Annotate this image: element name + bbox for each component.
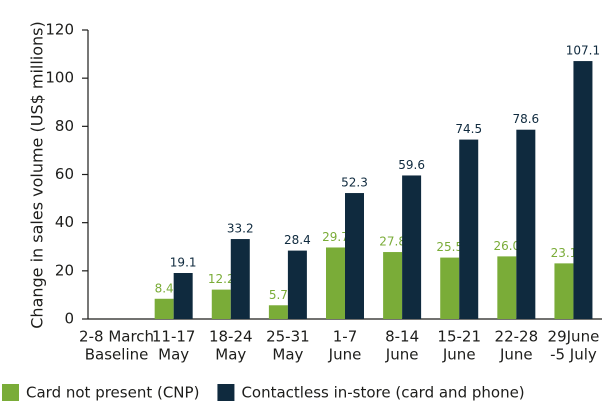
y-tick-label: 20 [55,261,74,279]
value-label: 107.1 [566,44,600,58]
y-tick-label: 80 [55,117,74,135]
bar [497,256,517,319]
y-tick-label: 40 [55,213,74,231]
bar [459,139,479,319]
value-label: 25.5 [436,240,463,254]
x-tick-label: 8-14 [385,328,419,346]
x-tick-label: May [272,346,303,364]
y-axis-label: Change in sales volume (US$ millions) [28,21,47,328]
y-tick-label: 120 [45,21,74,39]
legend-label: Card not present (CNP) [26,384,199,402]
x-tick-label: May [158,346,189,364]
bar [268,305,288,319]
x-tick-label: Baseline [85,346,149,364]
value-label: 5.7 [269,288,288,302]
legend-swatch [217,384,235,401]
bar [211,289,231,319]
bar [173,273,193,319]
y-tick-label: 60 [55,165,74,183]
x-tick-label: June [499,346,533,364]
x-tick-label: 22-28 [495,328,539,346]
bar [230,239,250,319]
bar [345,193,364,319]
x-tick-label: -5 July [550,346,597,364]
bar [326,247,345,319]
bar [516,129,536,319]
value-label: 27.8 [379,235,406,249]
value-label: 74.5 [455,122,482,136]
x-tick-label: 29June [548,328,600,346]
x-tick-label: 25-31 [266,328,310,346]
value-label: 8.4 [155,281,174,295]
value-label: 33.2 [227,222,254,236]
value-label: 23.1 [551,246,578,260]
value-label: 78.6 [512,112,539,126]
x-tick-label: 11-17 [152,328,196,346]
bar [287,250,307,319]
bar [440,257,460,319]
value-label: 52.3 [341,176,368,190]
bar [154,298,174,319]
value-label: 28.4 [284,233,311,247]
x-tick-label: 2-8 March [79,328,154,346]
bar [383,252,403,319]
value-label: 19.1 [170,256,197,270]
value-label: 12.2 [208,272,235,286]
value-label: 29.7 [322,230,349,244]
value-label: 59.6 [398,158,425,172]
x-tick-label: May [215,346,246,364]
x-tick-label: June [385,346,419,364]
x-tick-label: 15-21 [437,328,481,346]
bar [402,175,422,319]
legend-label: Contactless in-store (card and phone) [241,384,524,402]
y-tick-label: 0 [64,310,74,328]
bar [554,263,574,319]
value-label: 26.0 [493,239,520,253]
y-tick-label: 100 [45,69,74,87]
x-tick-label: June [328,346,362,364]
bar [573,61,593,319]
x-tick-label: 18-24 [209,328,253,346]
legend-swatch [2,384,19,401]
x-tick-label: 1-7 [333,328,358,346]
x-tick-label: June [442,346,476,364]
